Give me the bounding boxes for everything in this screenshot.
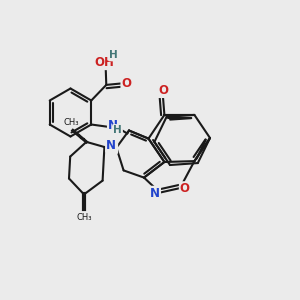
Text: OH: OH <box>94 56 114 69</box>
Text: O: O <box>180 182 190 195</box>
Text: O: O <box>158 84 168 97</box>
Text: H: H <box>113 125 122 135</box>
Text: N: N <box>108 119 118 132</box>
Text: N: N <box>106 139 116 152</box>
Text: O: O <box>122 77 131 90</box>
Text: CH₃: CH₃ <box>64 118 79 127</box>
Text: H: H <box>109 50 118 61</box>
Text: N: N <box>150 187 160 200</box>
Text: N: N <box>107 140 117 153</box>
Text: CH₃: CH₃ <box>76 213 92 222</box>
